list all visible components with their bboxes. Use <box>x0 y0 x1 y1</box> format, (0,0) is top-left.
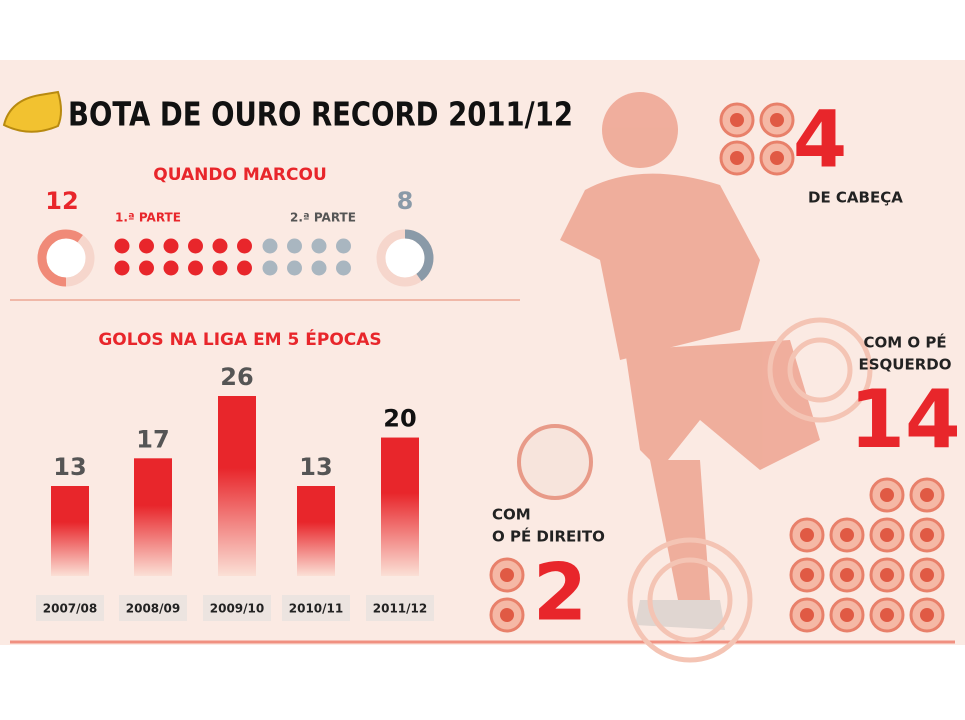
goal-dot <box>237 238 252 254</box>
section-title: QUANDO MARCOU <box>153 165 327 185</box>
goal-dot <box>311 260 327 276</box>
decor-rings <box>627 317 873 663</box>
x-tick-label: 2010/11 <box>289 602 343 616</box>
ball-core <box>800 528 814 542</box>
goal-dot <box>336 260 351 276</box>
ball-core <box>500 568 514 582</box>
goal-dot <box>114 238 130 254</box>
category-box <box>282 595 350 621</box>
ball-core <box>880 608 894 622</box>
goal-dot <box>163 260 179 276</box>
bar <box>134 458 172 576</box>
goal-dot <box>188 238 203 254</box>
x-tick-label: 2009/10 <box>210 602 264 616</box>
head-value: 4 <box>793 95 847 185</box>
value-label: 13 <box>299 453 332 481</box>
value-label: 26 <box>220 363 253 391</box>
ball-core <box>770 151 784 165</box>
x-tick-label: 2008/09 <box>126 602 180 616</box>
chart-title: GOLOS NA LIGA EM 5 ÉPOCAS <box>98 328 381 350</box>
category-box <box>203 595 271 621</box>
ball-core <box>770 113 784 127</box>
goal-dot <box>311 238 327 254</box>
ball-core <box>800 608 814 622</box>
right-foot-label: O PÉ DIREITO <box>492 527 605 546</box>
ball-graphic <box>517 424 593 500</box>
goal-dot <box>188 260 203 276</box>
donut-arc <box>37 229 95 287</box>
goal-dot <box>336 238 351 254</box>
x-tick-label: 2011/12 <box>373 602 427 616</box>
second-half-label: 2.ª PARTE <box>290 211 356 225</box>
value-label: 13 <box>53 453 86 481</box>
goal-dot <box>114 260 130 276</box>
boot-icon <box>2 90 62 133</box>
value-label: 17 <box>136 425 169 453</box>
title: BOTA DE OURO RECORD 2011/12 <box>68 95 573 134</box>
value-label: 20 <box>383 405 416 433</box>
ball-core <box>920 488 934 502</box>
bar <box>218 396 256 576</box>
ball-core <box>840 608 854 622</box>
bar <box>51 486 89 576</box>
ball-core <box>840 568 854 582</box>
goal-dot <box>237 260 252 276</box>
x-tick-label: 2007/08 <box>43 602 97 616</box>
goal-dot <box>287 238 302 254</box>
category-box <box>119 595 187 621</box>
goal-dot <box>212 260 228 276</box>
ball-core <box>880 488 894 502</box>
left-foot-label: COM O PÉ <box>863 333 946 352</box>
right-foot-value: 2 <box>533 548 587 638</box>
ball-core <box>880 528 894 542</box>
goal-dot <box>262 238 278 254</box>
category-box <box>366 595 434 621</box>
first-half-label: 1.ª PARTE <box>115 211 181 225</box>
first-half-value: 12 <box>45 187 78 215</box>
ball-core <box>730 151 744 165</box>
goal-dot <box>139 260 154 276</box>
goal-dot <box>212 238 228 254</box>
goal-dot <box>262 260 278 276</box>
ball-core <box>920 568 934 582</box>
head-label: DE CABEÇA <box>808 189 903 207</box>
bar <box>297 486 335 576</box>
ball-core <box>730 113 744 127</box>
right-foot-label: COM <box>492 506 531 524</box>
ball-core <box>920 528 934 542</box>
goal-dot <box>139 238 154 254</box>
ball-core <box>880 568 894 582</box>
goal-dot <box>163 238 179 254</box>
ball-core <box>840 528 854 542</box>
donut-arc <box>376 229 434 287</box>
ball-core <box>500 608 514 622</box>
category-box <box>36 595 104 621</box>
ball-core <box>920 608 934 622</box>
ball-core <box>800 568 814 582</box>
bar <box>381 437 419 576</box>
left-foot-label: ESQUERDO <box>859 356 952 374</box>
left-foot-value: 14 <box>849 373 960 466</box>
goal-dot <box>287 260 302 276</box>
second-half-value: 8 <box>397 187 414 215</box>
